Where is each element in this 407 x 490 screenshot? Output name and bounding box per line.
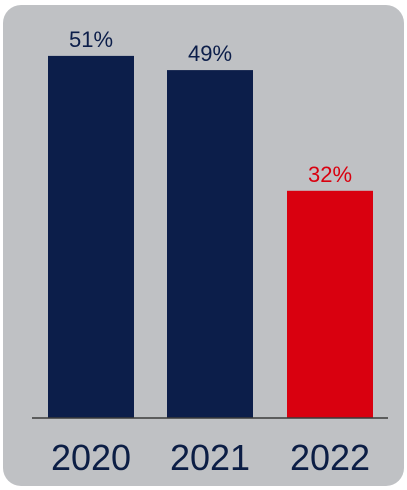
x-tick-label-2021: 2021 xyxy=(170,437,250,478)
value-labels-group: 51% 49% 32% xyxy=(69,27,352,187)
bar-2021 xyxy=(167,70,253,418)
bars-group xyxy=(48,55,373,419)
bar-2020 xyxy=(48,55,134,419)
x-tick-label-2020: 2020 xyxy=(51,437,131,478)
value-label-2022: 32% xyxy=(308,162,352,187)
x-tick-labels-group: 2020 2021 2022 xyxy=(51,437,370,478)
value-label-2021: 49% xyxy=(188,41,232,66)
value-label-2020: 51% xyxy=(69,27,113,52)
bar-2022 xyxy=(287,190,373,418)
x-tick-label-2022: 2022 xyxy=(290,437,370,478)
